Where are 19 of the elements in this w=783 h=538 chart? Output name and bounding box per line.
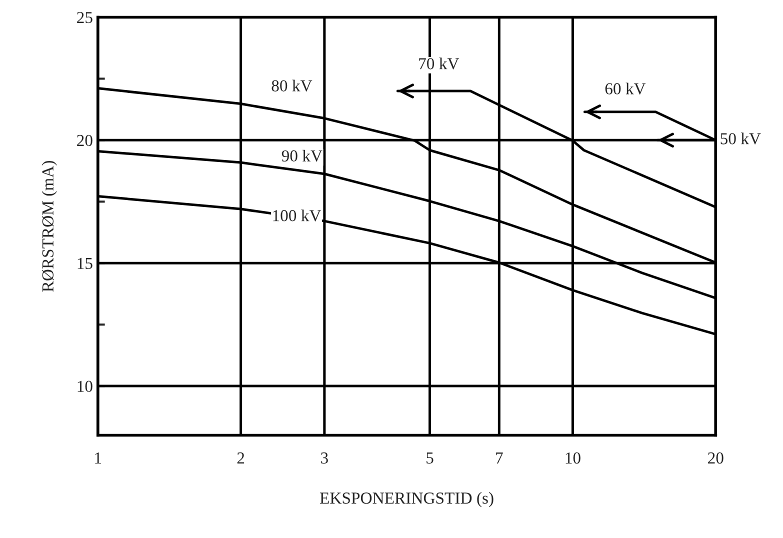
annotation: 80 kV — [272, 80, 312, 92]
annotation: 50 kV — [720, 132, 761, 144]
x-tick-label: 3 — [321, 452, 328, 464]
y-axis-title: RØRSTRØM (mA) — [42, 160, 57, 292]
x-tick-label: 5 — [426, 452, 434, 464]
x-tick-label: 10 — [566, 452, 580, 464]
annotation: 100 kV — [273, 210, 322, 222]
annotation: 60 kV — [605, 82, 646, 95]
x-tick-label: 2 — [237, 452, 244, 464]
y-tick-label: 20 — [77, 134, 92, 146]
annotation: 90 kV — [282, 150, 322, 162]
x-tick-label: 7 — [496, 452, 503, 464]
y-tick-label: 10 — [78, 380, 92, 392]
x-axis-title: EKSPONERINGSTID (s) — [320, 492, 494, 508]
y-tick-label: 25 — [77, 12, 92, 24]
x-tick-label: 20 — [708, 452, 724, 464]
y-tick-label: 15 — [78, 258, 92, 270]
x-tick-label: 1 — [95, 452, 102, 464]
annotation: 70 kV — [419, 58, 460, 70]
